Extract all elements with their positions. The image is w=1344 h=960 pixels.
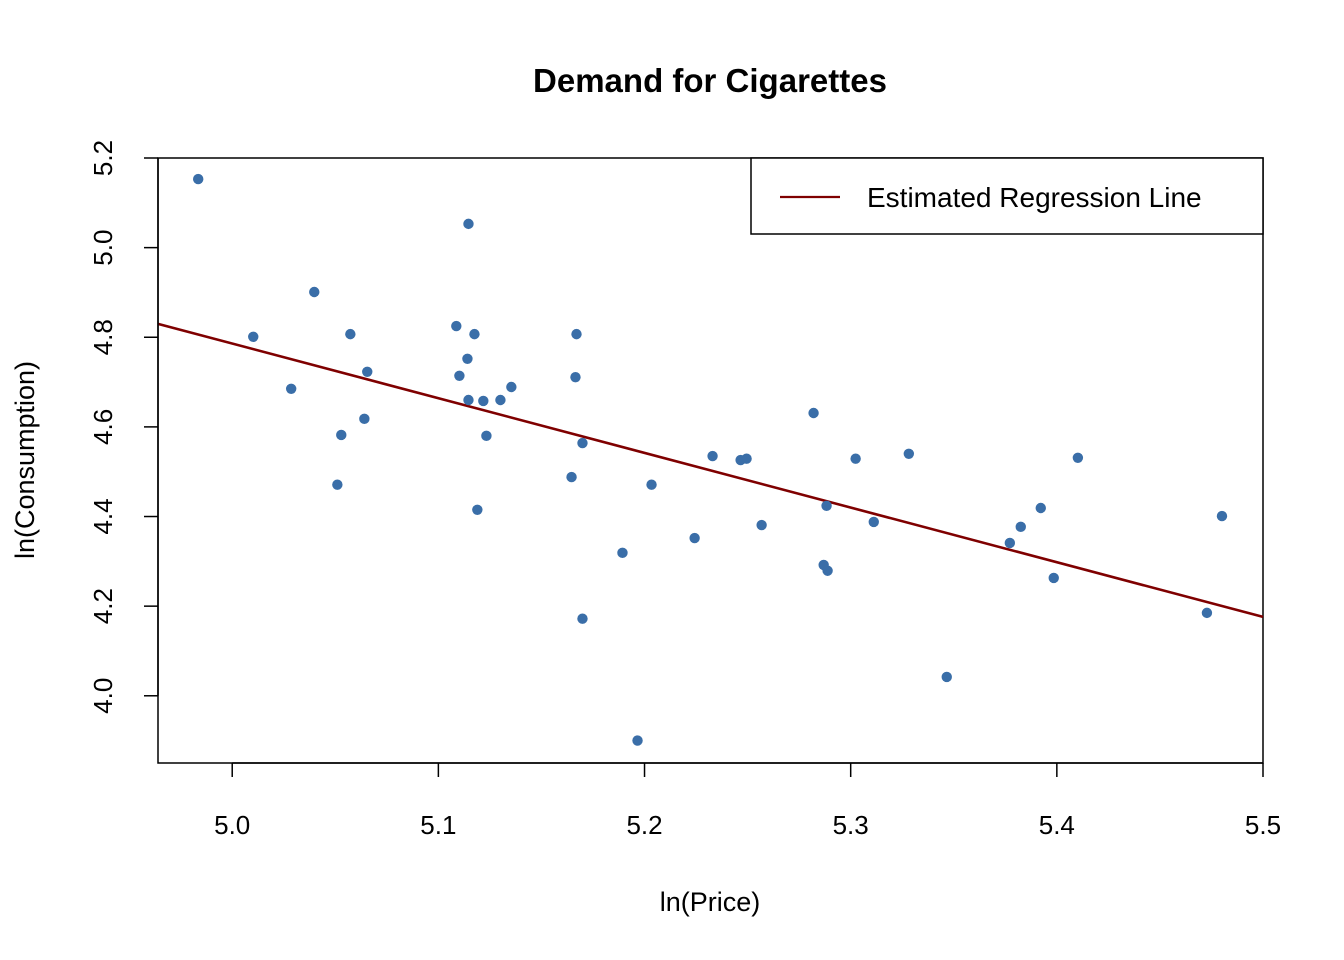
data-point bbox=[451, 320, 462, 332]
data-point bbox=[1201, 607, 1213, 619]
data-point bbox=[463, 218, 474, 230]
data-point bbox=[821, 500, 832, 511]
data-point bbox=[741, 453, 752, 464]
x-axis: 5.0 5.1 5.2 5.3 5.4 5.5 bbox=[214, 762, 1281, 840]
data-point bbox=[577, 613, 588, 624]
data-point bbox=[646, 479, 657, 490]
data-point bbox=[577, 437, 588, 449]
data-point bbox=[359, 413, 370, 425]
x-tick-label: 5.2 bbox=[626, 810, 662, 840]
x-tick-label: 5.5 bbox=[1245, 810, 1281, 840]
chart-title: Demand for Cigarettes bbox=[533, 62, 887, 99]
y-tick-label: 4.0 bbox=[88, 678, 118, 714]
data-point bbox=[808, 407, 819, 419]
data-point bbox=[756, 519, 767, 531]
data-point bbox=[345, 328, 356, 340]
x-tick-label: 5.1 bbox=[420, 810, 456, 840]
y-tick-label: 4.2 bbox=[88, 588, 118, 624]
data-point bbox=[478, 395, 489, 407]
data-point bbox=[850, 453, 861, 464]
y-tick-label: 5.2 bbox=[88, 140, 118, 176]
x-tick-label: 5.3 bbox=[833, 810, 869, 840]
data-point bbox=[1072, 452, 1084, 464]
data-point bbox=[472, 504, 483, 515]
data-point bbox=[1216, 510, 1228, 522]
x-axis-label: ln(Price) bbox=[660, 887, 761, 917]
data-point bbox=[506, 381, 517, 393]
data-point bbox=[495, 394, 506, 406]
data-point bbox=[481, 430, 492, 442]
data-point bbox=[309, 286, 320, 298]
data-point bbox=[570, 371, 581, 383]
data-point bbox=[454, 370, 465, 381]
x-tick-label: 5.0 bbox=[214, 810, 250, 840]
data-point bbox=[941, 671, 952, 683]
data-point bbox=[332, 479, 343, 490]
data-point bbox=[868, 516, 879, 528]
data-point bbox=[903, 448, 915, 459]
data-point bbox=[1035, 502, 1046, 514]
data-point bbox=[617, 547, 628, 559]
regression-line bbox=[157, 322, 1264, 619]
data-point bbox=[1015, 521, 1026, 533]
legend: Estimated Regression Line bbox=[750, 157, 1264, 235]
data-point bbox=[248, 331, 259, 343]
y-tick-label: 4.4 bbox=[88, 498, 118, 534]
data-point bbox=[822, 565, 833, 576]
data-point bbox=[362, 366, 373, 377]
data-point bbox=[469, 328, 480, 340]
y-tick-label: 4.8 bbox=[88, 319, 118, 355]
y-tick-label: 4.6 bbox=[88, 409, 118, 445]
data-point bbox=[462, 353, 473, 364]
y-axis-label: ln(Consumption) bbox=[10, 361, 40, 559]
data-point bbox=[463, 394, 474, 406]
y-axis: 4.0 4.2 4.4 4.6 4.8 5.0 5.2 bbox=[88, 140, 159, 714]
data-point bbox=[707, 450, 718, 462]
data-point bbox=[566, 471, 577, 483]
data-point bbox=[285, 383, 297, 394]
data-point bbox=[689, 532, 700, 544]
data-point bbox=[1004, 537, 1016, 549]
data-point bbox=[1048, 572, 1059, 584]
data-point bbox=[571, 328, 582, 340]
legend-entry: Estimated Regression Line bbox=[867, 182, 1202, 213]
x-tick-label: 5.4 bbox=[1039, 810, 1075, 840]
y-tick-label: 5.0 bbox=[88, 230, 118, 266]
data-point bbox=[632, 735, 643, 746]
data-point bbox=[193, 173, 204, 185]
data-point bbox=[336, 429, 347, 441]
